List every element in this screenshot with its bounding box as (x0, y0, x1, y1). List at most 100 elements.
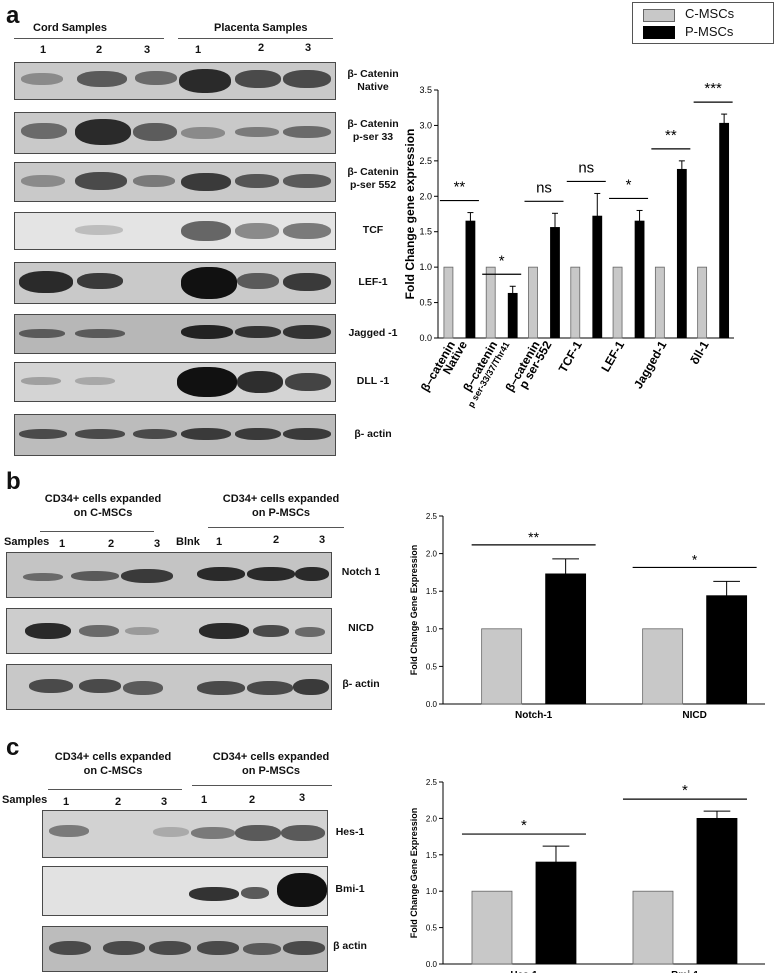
lane-label: 3 (143, 44, 151, 56)
bar-p-mscs (706, 595, 748, 705)
group-label-line: CD34+ cells expanded (54, 751, 172, 763)
y-tick-label: 2.5 (426, 778, 438, 787)
bar-c-mscs (570, 266, 581, 339)
y-tick-label: 0.0 (426, 700, 438, 709)
bar-p-mscs (719, 122, 730, 339)
y-tick-label: 0.5 (419, 298, 432, 308)
row-label: β- actin (354, 428, 392, 440)
significance-label: ns (578, 159, 594, 176)
blot-beta-actin-b (6, 664, 332, 710)
y-tick-label: 3.0 (419, 120, 432, 130)
significance-label: * (692, 551, 698, 567)
significance-label: * (521, 817, 527, 834)
lane-label: 3 (298, 792, 306, 804)
group-label-line: on C-MSCs (73, 507, 133, 519)
significance-label: * (499, 252, 505, 269)
lane-label: 2 (257, 42, 265, 54)
row-label: Notch 1 (341, 566, 381, 578)
x-tick-label: Bmi-1 (671, 970, 699, 973)
blot-beta-catenin-native (14, 62, 336, 100)
panel-letter-a: a (6, 2, 20, 29)
group-label-line: on P-MSCs (251, 507, 311, 519)
x-tick-label: LEF-1 (598, 338, 627, 374)
y-tick-label: 0.5 (426, 924, 438, 933)
x-tick-label: Notch-1 (515, 710, 553, 718)
blot-lef-1 (14, 262, 336, 304)
group-underline (178, 38, 333, 39)
lane-label: 3 (153, 538, 161, 550)
y-tick-label: 1.0 (426, 625, 438, 634)
blot-nicd (6, 608, 332, 654)
blot-bmi-1 (42, 866, 328, 916)
y-tick-label: 1.5 (419, 227, 432, 237)
blot-dll-1 (14, 362, 336, 402)
group-label-c-mscs: CD34+ cells expanded on C-MSCs (38, 750, 188, 778)
lane-label: 2 (114, 796, 122, 808)
row-label: β- actin (342, 678, 380, 690)
row-label-sub: Native (357, 81, 389, 93)
group-label-p-mscs: CD34+ cells expanded on P-MSCs (206, 492, 356, 520)
bar-c-mscs (471, 890, 513, 965)
lane-label: 3 (160, 796, 168, 808)
bar-p-mscs (535, 861, 577, 965)
blot-beta-actin-c (42, 926, 328, 972)
row-label: TCF (362, 224, 384, 236)
row-label: LEF-1 (358, 276, 388, 288)
row-label: Jagged -1 (348, 327, 398, 339)
legend-swatch-c-mscs (643, 9, 675, 22)
y-tick-label: 0.0 (426, 960, 438, 969)
bar-p-mscs (634, 220, 645, 339)
y-tick-label: 1.0 (426, 887, 438, 896)
group-underline (208, 527, 344, 528)
legend-swatch-p-mscs (643, 26, 675, 39)
samples-label: Samples (4, 536, 50, 548)
blot-tcf (14, 212, 336, 250)
y-tick-label: 1.5 (426, 587, 438, 596)
bar-p-mscs (696, 818, 738, 965)
bar-p-mscs (592, 215, 603, 339)
bar-p-mscs (550, 227, 560, 339)
y-tick-label: 2.5 (419, 156, 432, 166)
significance-label: ** (528, 529, 539, 545)
row-label-sub: p-ser 552 (349, 179, 397, 191)
lane-label: 2 (107, 538, 115, 550)
group-label-placenta: Placenta Samples (214, 22, 308, 34)
group-label-cord: Cord Samples (33, 22, 107, 34)
bar-c-mscs (485, 266, 496, 339)
chart-c-fold-change: 0.0 0.5 1.0 1.5 2.0 2.5 Fold Change Gene Expre… (409, 778, 765, 973)
group-label-line: CD34+ cells expanded (222, 493, 340, 505)
significance-label: *** (704, 80, 722, 97)
group-label-line: CD34+ cells expanded (212, 751, 330, 763)
x-tick-label: NICD (682, 710, 706, 718)
bar-c-mscs (632, 890, 674, 965)
legend-label: C-MSCs (685, 6, 735, 21)
group-label-c-mscs: CD34+ cells expanded on C-MSCs (28, 492, 178, 520)
lane-label: 2 (95, 44, 103, 56)
blot-beta-catenin-pser33 (14, 112, 336, 154)
row-label-sub: p-ser 33 (352, 131, 394, 143)
significance-label: * (626, 176, 632, 193)
y-tick-label: 0.5 (426, 662, 438, 671)
row-label: NICD (348, 622, 374, 634)
panel-letter-b: b (6, 468, 21, 495)
lane-label: 2 (248, 794, 256, 806)
y-tick-label: 2.5 (426, 512, 438, 521)
group-underline (14, 38, 164, 39)
y-axis-label: Fold Change Gene Expression (409, 545, 419, 676)
blank-label: Blnk (176, 536, 200, 548)
y-axis-label: Fold Change Gene Expression (409, 808, 419, 939)
significance-label: ns (536, 179, 552, 196)
group-label-line: on C-MSCs (83, 765, 143, 777)
bar-c-mscs (654, 266, 665, 339)
chart-b-fold-change: 0.0 0.5 1.0 1.5 2.0 2.5 Fold Change Gene Expre… (409, 512, 765, 718)
bar-c-mscs (612, 266, 623, 339)
y-tick-label: 2.0 (426, 550, 438, 559)
bar-p-mscs (676, 168, 687, 339)
group-underline (40, 531, 154, 532)
bar-c-mscs (443, 266, 454, 339)
group-label-line: CD34+ cells expanded (44, 493, 162, 505)
y-axis-label: Fold Change gene expression (403, 129, 417, 300)
row-label: Hes-1 (335, 826, 365, 838)
y-tick-label: 1.5 (426, 851, 438, 860)
row-label: β actin (333, 940, 367, 952)
